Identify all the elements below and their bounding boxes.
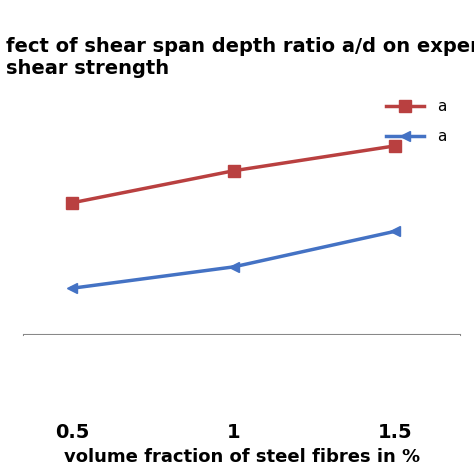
- Text: fect of shear span depth ratio a/d on experimen
shear strength: fect of shear span depth ratio a/d on ex…: [6, 37, 474, 78]
- Legend: a, a: a, a: [380, 93, 452, 150]
- X-axis label: volume fraction of steel fibres in %: volume fraction of steel fibres in %: [64, 448, 420, 466]
